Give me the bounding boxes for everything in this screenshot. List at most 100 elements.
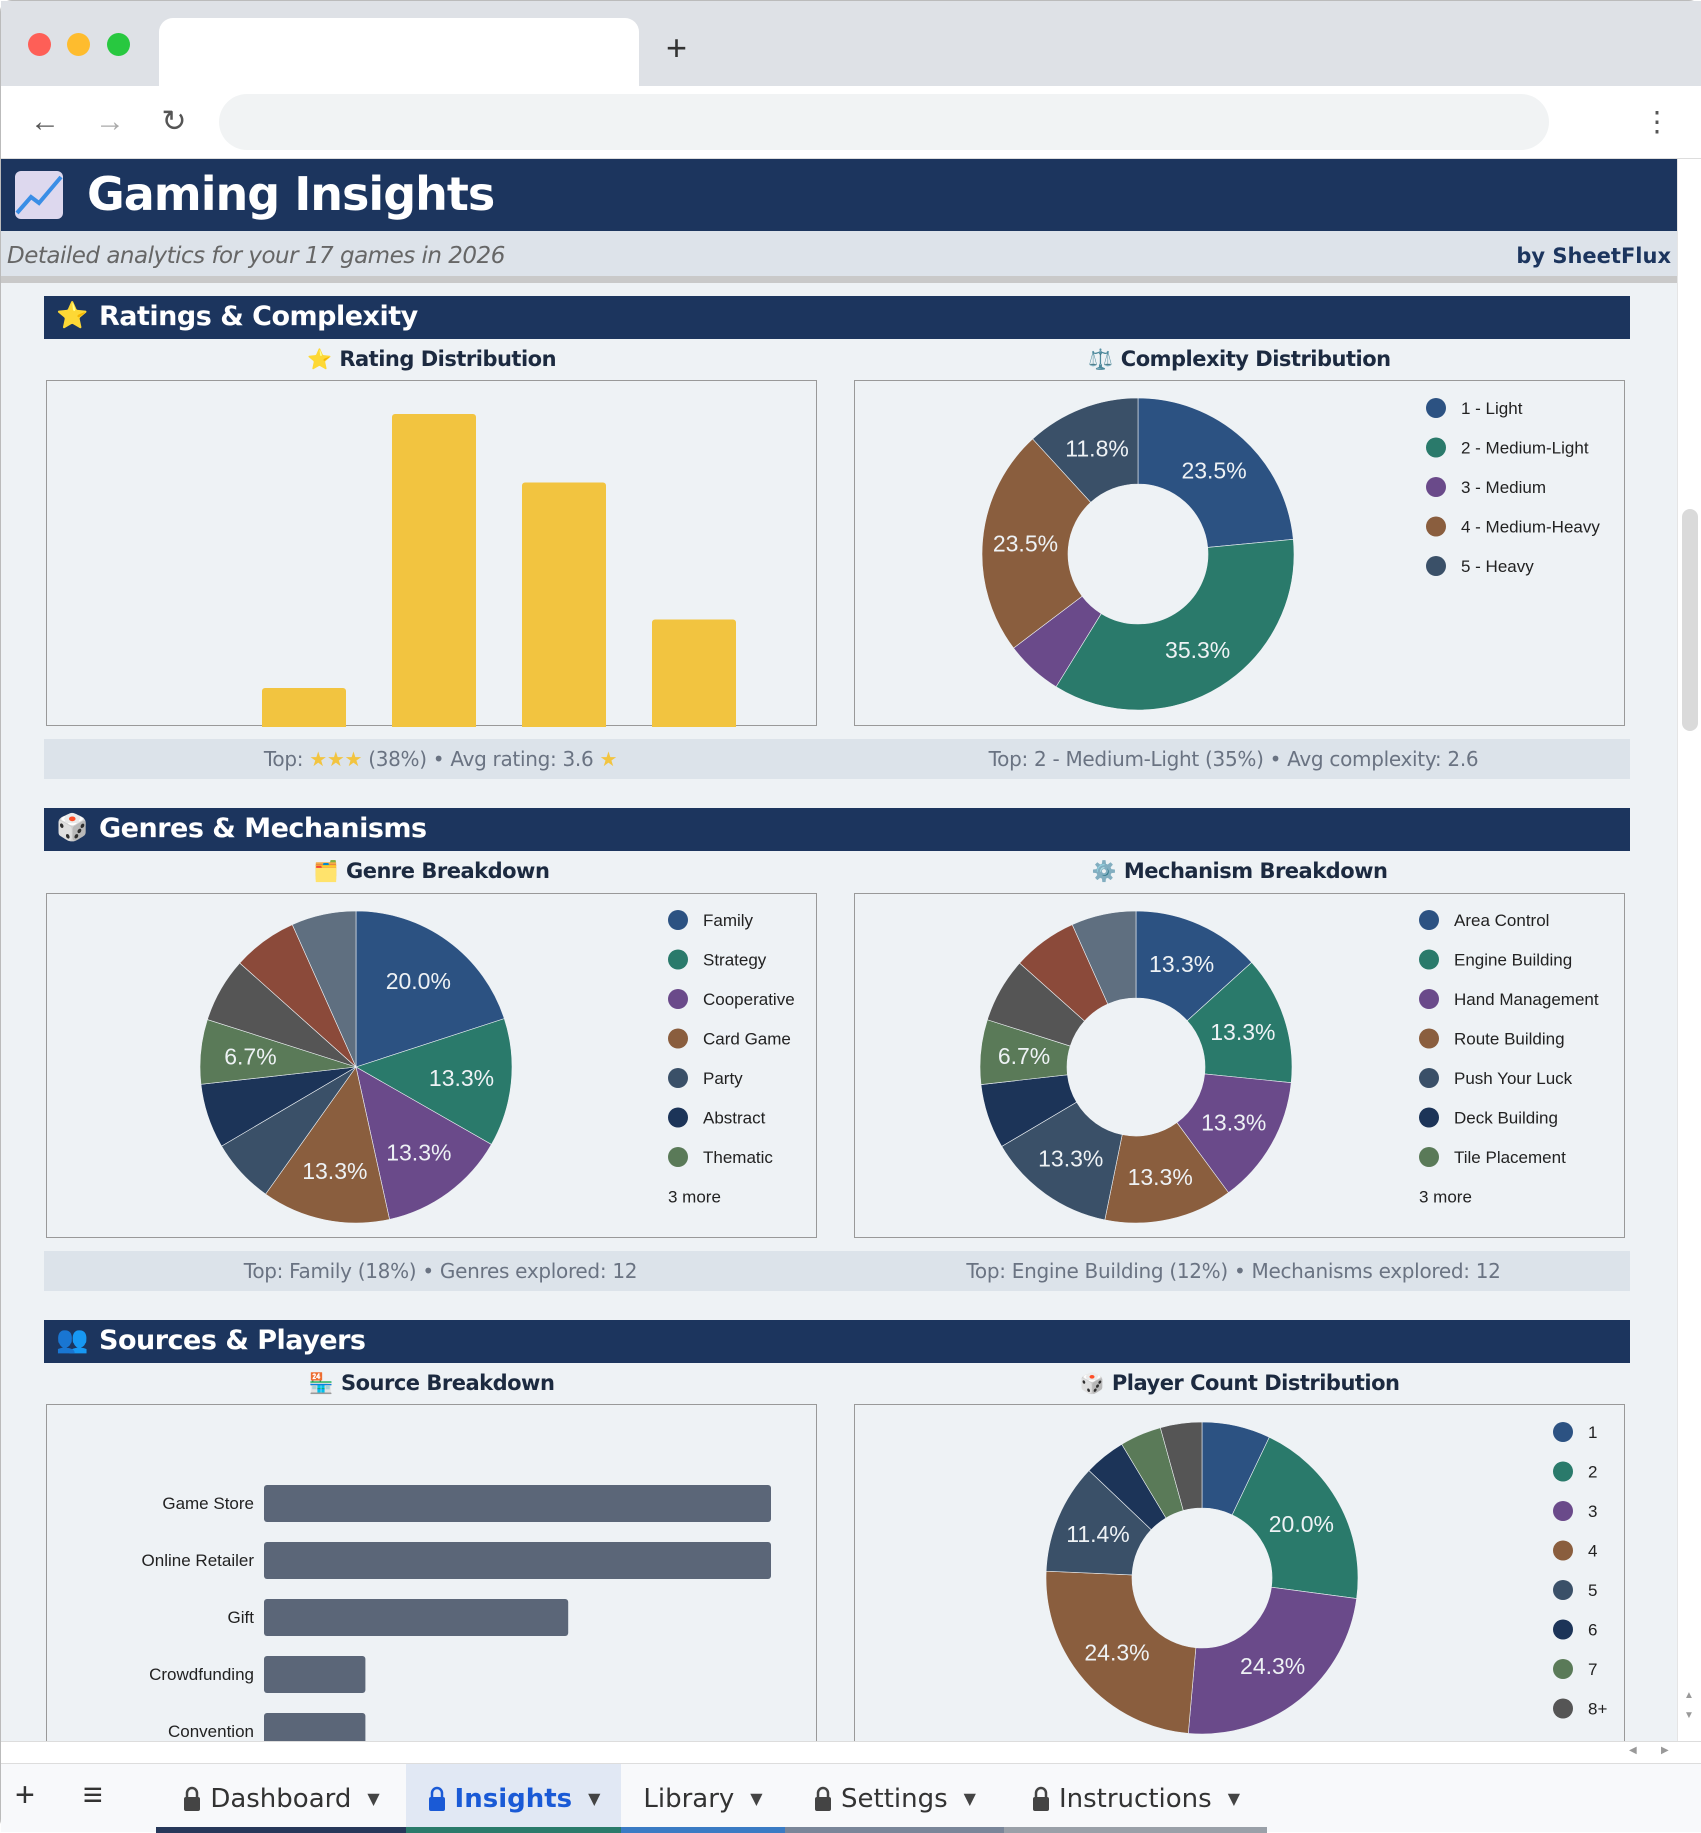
chevron-down-icon[interactable]: ▼ — [1227, 1789, 1240, 1808]
chevron-down-icon[interactable]: ▼ — [588, 1789, 601, 1808]
pie-slice-5---heavy — [1032, 397, 1139, 503]
data-label: 13.3% — [302, 1158, 367, 1184]
legend-item: Push Your Luck — [1454, 1069, 1573, 1088]
legend-swatch — [1553, 1659, 1573, 1679]
browser-tab-strip: + — [1, 1, 1701, 86]
pie-slice-2 — [1231, 1436, 1359, 1599]
sheet-tab-insights[interactable]: Insights ▼ — [406, 1764, 621, 1833]
axis-label: Crowdfunding — [149, 1665, 254, 1684]
legend-swatch — [1426, 516, 1446, 537]
mechanism-chart: 13.3% 13.3% 13.3% 13.3% 13.3% 6.7% Area Contro… — [854, 893, 1625, 1238]
data-label: 13.3% — [1038, 1146, 1103, 1172]
data-label: 20.0% — [1269, 1511, 1334, 1537]
data-label: 13.3% — [1201, 1110, 1266, 1136]
legend-swatch — [1419, 949, 1439, 970]
chart-title-genre: 🗂️ Genre Breakdown — [46, 859, 817, 883]
legend-swatch — [1553, 1619, 1573, 1640]
chart-title-complexity: ⚖️ Complexity Distribution — [854, 347, 1625, 371]
data-label: 6.7% — [998, 1043, 1050, 1069]
section-title: Ratings & Complexity — [99, 301, 418, 332]
legend-swatch — [668, 1068, 688, 1088]
browser-tab[interactable] — [159, 18, 639, 86]
scroll-up-icon[interactable]: ▲ — [1684, 1690, 1694, 1701]
pie-slice-other-9 — [291, 910, 357, 1068]
legend-item: 4 - Medium-Heavy — [1461, 518, 1600, 537]
legend-swatch — [668, 949, 688, 970]
back-arrow-icon[interactable]: ← — [30, 105, 60, 138]
sheet-tab-instructions[interactable]: Instructions ▼ — [1004, 1764, 1267, 1833]
data-label: 20.0% — [386, 968, 451, 994]
page-title: Gaming Insights — [87, 167, 495, 221]
tab-color-bar — [785, 1827, 1004, 1833]
legend-swatch — [1553, 1461, 1573, 1482]
sheet-tab-label: Library — [643, 1783, 735, 1814]
legend-item: Engine Building — [1454, 951, 1572, 970]
data-label: 35.3% — [1165, 637, 1230, 663]
minimize-window-button[interactable] — [67, 33, 90, 56]
address-bar[interactable] — [219, 94, 1549, 150]
summary-text: Top: 2 - Medium-Light (35%) • Avg comple… — [988, 747, 1479, 771]
sheet-tab-dashboard[interactable]: Dashboard ▼ — [156, 1764, 406, 1833]
data-label: 6.7% — [224, 1044, 276, 1070]
sheet-tab-label: Dashboard — [210, 1783, 352, 1814]
legend-swatch — [1553, 1580, 1573, 1600]
add-sheet-button[interactable]: + — [15, 1776, 35, 1814]
legend-item: Family — [703, 911, 754, 930]
chevron-down-icon[interactable]: ▼ — [750, 1789, 763, 1808]
section-header-ratings: ⭐ Ratings & Complexity — [44, 296, 1630, 339]
axis-label: Gift — [228, 1608, 255, 1627]
scroll-down-icon[interactable]: ▼ — [1684, 1710, 1694, 1721]
kebab-menu-icon[interactable]: ⋮ — [1643, 106, 1671, 137]
legend-item: 7 — [1588, 1660, 1597, 1679]
tab-color-bar — [621, 1827, 785, 1833]
vertical-scrollbar[interactable]: ▲ ▼ — [1677, 159, 1701, 1741]
section-title: Genres & Mechanisms — [99, 813, 427, 844]
new-tab-button[interactable]: + — [666, 27, 688, 68]
genre-chart: 20.0% 13.3% 13.3% 13.3% 6.7% Family Strategy Co… — [46, 893, 817, 1238]
pie-slice-other-9 — [1071, 910, 1137, 1005]
pie-slice-4 — [1045, 1570, 1197, 1734]
bar-5-star — [652, 619, 736, 825]
legend-swatch — [1419, 1028, 1439, 1049]
legend-item: Party — [703, 1069, 743, 1088]
lock-icon — [815, 1786, 832, 1811]
close-window-button[interactable] — [28, 33, 51, 56]
reload-icon[interactable]: ↻ — [161, 105, 187, 138]
all-sheets-menu-button[interactable]: ≡ — [83, 1776, 103, 1814]
sheet-tab-label: Insights — [454, 1783, 573, 1814]
legend-item: 3 - Medium — [1461, 478, 1546, 497]
legend-swatch — [668, 1107, 688, 1128]
chevron-down-icon[interactable]: ▼ — [963, 1789, 976, 1808]
summary-text: (38%) • Avg rating: 3.6 — [368, 747, 594, 771]
legend-swatch — [1553, 1501, 1573, 1521]
page-subtitle: Detailed analytics for your 17 games in … — [7, 243, 505, 269]
bar-game-store — [264, 1485, 771, 1522]
legend-swatch — [1553, 1422, 1573, 1442]
sheet-tab-settings[interactable]: Settings ▼ — [785, 1764, 1004, 1833]
star-icon: ★★★ — [309, 747, 363, 771]
scroll-left-icon[interactable]: ◀ — [1629, 1745, 1637, 1756]
chevron-down-icon[interactable]: ▼ — [367, 1789, 380, 1808]
legend-swatch — [1426, 398, 1446, 418]
data-label: 13.3% — [1149, 951, 1214, 977]
pie-slice-2---medium-light — [1055, 538, 1295, 711]
scroll-right-icon[interactable]: ▶ — [1661, 1745, 1669, 1756]
scrollbar-thumb[interactable] — [1682, 509, 1698, 731]
data-label: 11.4% — [1066, 1521, 1130, 1547]
legend-swatch — [1419, 1068, 1439, 1088]
legend-item: Area Control — [1454, 911, 1549, 930]
axis-label: Convention — [168, 1722, 254, 1741]
sheet-tab-label: Settings — [841, 1783, 948, 1814]
horizontal-scrollbar[interactable]: ◀ ▶ — [1, 1741, 1701, 1763]
lock-icon — [1032, 1786, 1049, 1811]
forward-arrow-icon[interactable]: → — [95, 105, 125, 138]
sheet-tab-library[interactable]: Library ▼ — [621, 1764, 785, 1833]
axis-label: Online Retailer — [142, 1551, 255, 1570]
legend-item: Strategy — [703, 951, 767, 970]
legend-more-link: 3 more — [1419, 1188, 1472, 1207]
data-label: 23.5% — [1181, 457, 1246, 483]
legend-item: Cooperative — [703, 990, 795, 1009]
sheet-content: Gaming Insights Detailed analytics for y… — [1, 159, 1677, 1741]
maximize-window-button[interactable] — [107, 33, 130, 56]
pie-slice-family — [355, 910, 505, 1068]
